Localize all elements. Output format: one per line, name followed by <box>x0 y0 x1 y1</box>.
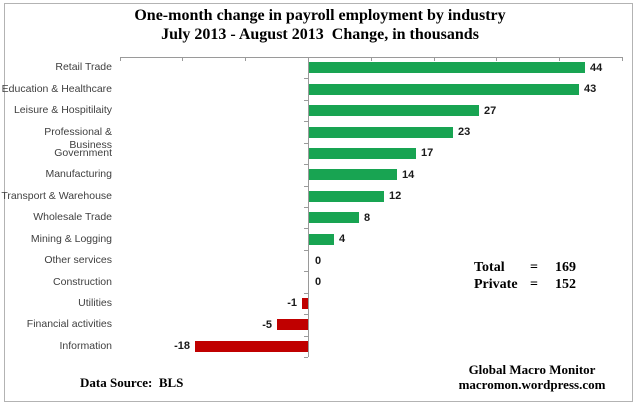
category-label-manufacturing: Manufacturing <box>45 168 112 180</box>
value-label-mining-logging: 4 <box>339 233 346 245</box>
private-value: 152 <box>555 277 576 292</box>
category-label-financial-activities: Financial activities <box>26 318 112 330</box>
total-value: 169 <box>555 260 576 275</box>
bar-financial-activities <box>277 319 308 330</box>
category-label-utilities: Utilities <box>78 297 112 309</box>
value-label-transport-warehouse: 12 <box>389 190 402 202</box>
zero-axis-line <box>308 57 309 357</box>
bar-manufacturing <box>309 169 397 180</box>
bar-mining-logging <box>309 234 334 245</box>
category-tick <box>304 357 308 358</box>
category-tick <box>304 314 308 315</box>
bar-wholesale-trade <box>309 212 359 223</box>
category-tick <box>304 186 308 187</box>
x-axis-tick <box>245 57 246 61</box>
attribution-line2: macromon.wordpress.com <box>458 377 606 392</box>
total-label: Total <box>474 260 505 275</box>
category-label-information: Information <box>59 340 112 352</box>
category-tick <box>304 121 308 122</box>
category-tick <box>304 207 308 208</box>
chart-title: One-month change in payroll employment b… <box>0 6 640 44</box>
private-label: Private <box>474 277 518 292</box>
category-label-leisure-hospitilaity: Leisure & Hospitilaity <box>13 104 112 116</box>
total-equals: = <box>530 260 538 275</box>
x-axis-tick <box>559 57 560 61</box>
value-label-information: -18 <box>174 340 190 352</box>
chart-title-line2: July 2013 - August 2013 Change, in thous… <box>161 26 479 43</box>
private-equals: = <box>530 277 538 292</box>
bar-education-healthcare <box>309 84 579 95</box>
attribution: Global Macro Monitor macromon.wordpress.… <box>432 362 632 392</box>
x-axis-tick <box>120 57 121 61</box>
category-label-other-services: Other services <box>44 254 112 266</box>
value-label-professional-business: 23 <box>458 126 471 138</box>
category-label-retail-trade: Retail Trade <box>55 61 112 73</box>
value-label-leisure-hospitilaity: 27 <box>484 105 497 117</box>
chart-title-line1: One-month change in payroll employment b… <box>134 7 506 24</box>
x-axis-tick <box>371 57 372 61</box>
category-label-government: Government <box>54 147 112 159</box>
category-label-wholesale-trade: Wholesale Trade <box>33 211 112 223</box>
value-label-wholesale-trade: 8 <box>364 212 371 224</box>
category-tick <box>304 271 308 272</box>
category-tick <box>304 293 308 294</box>
category-tick <box>304 100 308 101</box>
value-label-government: 17 <box>421 147 434 159</box>
value-label-education-healthcare: 43 <box>584 83 597 95</box>
category-label-education-healthcare: Education & Healthcare <box>1 83 112 95</box>
category-tick <box>304 143 308 144</box>
value-label-manufacturing: 14 <box>402 169 415 181</box>
category-label-construction: Construction <box>53 276 112 288</box>
category-tick <box>304 57 308 58</box>
category-label-mining-logging: Mining & Logging <box>30 233 112 245</box>
category-label-transport-warehouse: Transport & Warehouse <box>1 190 112 202</box>
value-label-construction: 0 <box>315 276 322 288</box>
value-label-other-services: 0 <box>315 255 322 267</box>
bar-professional-business <box>309 127 453 138</box>
category-tick <box>304 250 308 251</box>
data-source: Data Source: BLS <box>80 375 184 390</box>
bar-transport-warehouse <box>309 191 384 202</box>
totals-block: Total = 169 Private = 152 <box>474 259 576 293</box>
x-axis-tick <box>496 57 497 61</box>
category-label-professional-business: Professional & Business <box>44 126 112 151</box>
value-label-utilities: -1 <box>287 297 297 309</box>
category-tick <box>304 228 308 229</box>
bar-leisure-hospitilaity <box>309 105 479 116</box>
value-label-retail-trade: 44 <box>590 62 603 74</box>
bar-information <box>195 341 308 352</box>
attribution-line1: Global Macro Monitor <box>468 362 596 377</box>
category-tick <box>304 78 308 79</box>
x-axis-tick <box>182 57 183 61</box>
private-row: Private = 152 <box>474 276 576 293</box>
bar-government <box>309 148 416 159</box>
x-axis-tick <box>622 57 623 61</box>
x-axis-tick <box>434 57 435 61</box>
total-row: Total = 169 <box>474 259 576 276</box>
category-tick <box>304 164 308 165</box>
category-tick <box>304 336 308 337</box>
value-label-financial-activities: -5 <box>262 319 272 331</box>
bar-retail-trade <box>309 62 585 73</box>
bar-utilities <box>302 298 308 309</box>
